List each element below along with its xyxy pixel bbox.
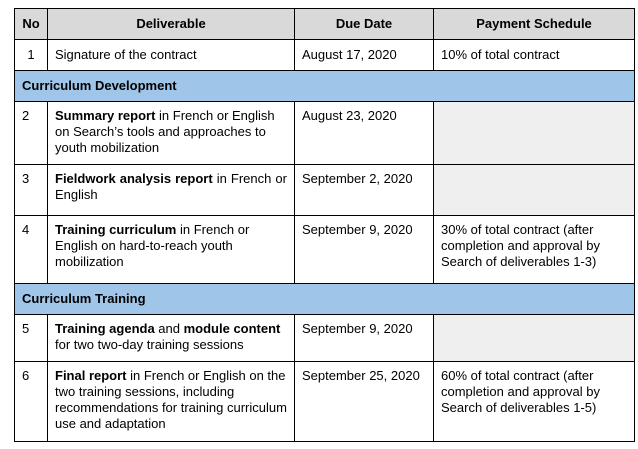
- deliverable-title: Fieldwork analysis report: [55, 171, 213, 186]
- row-payment: 60% of total contract (after completion …: [433, 361, 635, 442]
- table-row: 4 Training curriculum in French or Engli…: [14, 215, 635, 284]
- deliverable-title: Training curriculum: [55, 222, 177, 237]
- row-due-date: September 9, 2020: [294, 314, 434, 362]
- section-row: Curriculum Training: [14, 283, 635, 315]
- deliverable-desc: and: [154, 321, 184, 336]
- row-deliverable: Training agenda and module content for t…: [47, 314, 295, 362]
- row-payment: 10% of total contract: [433, 39, 635, 71]
- row-no: 5: [14, 314, 48, 362]
- table-row: 3 Fieldwork analysis report in French or…: [14, 164, 635, 216]
- row-no: 3: [14, 164, 48, 216]
- row-no: 1: [14, 39, 48, 71]
- row-due-date: September 9, 2020: [294, 215, 434, 284]
- deliverable-desc: in French or English on Search’s tools a…: [55, 108, 275, 155]
- row-due-date: August 17, 2020: [294, 39, 434, 71]
- table-row: 2 Summary report in French or English on…: [14, 101, 635, 165]
- table-row: 5 Training agenda and module content for…: [14, 314, 635, 362]
- row-due-date: August 23, 2020: [294, 101, 434, 165]
- row-deliverable: Fieldwork analysis report in French or E…: [47, 164, 295, 216]
- row-deliverable: Training curriculum in French or English…: [47, 215, 295, 284]
- row-due-date: September 2, 2020: [294, 164, 434, 216]
- row-payment: [433, 164, 635, 216]
- row-no: 4: [14, 215, 48, 284]
- deliverable-desc: in French or English on hard-to-reach yo…: [55, 222, 250, 269]
- deliverable-title-2: module content: [183, 321, 281, 336]
- deliverable-desc: for two two-day training sessions: [55, 337, 244, 352]
- deliverable-desc: in French or English: [55, 171, 287, 202]
- header-due-date: Due Date: [294, 8, 434, 40]
- row-payment: [433, 314, 635, 362]
- row-no: 6: [14, 361, 48, 442]
- row-deliverable: Signature of the contract: [47, 39, 295, 71]
- section-title: Curriculum Training: [14, 283, 635, 315]
- row-no: 2: [14, 101, 48, 165]
- header-payment: Payment Schedule: [433, 8, 635, 40]
- table-row: 6 Final report in French or English on t…: [14, 361, 635, 442]
- deliverable-title: Training agenda: [55, 321, 155, 336]
- deliverable-desc: in French or English on the two training…: [55, 368, 287, 431]
- deliverables-table: No Deliverable Due Date Payment Schedule…: [14, 8, 635, 442]
- deliverable-title: Final report: [55, 368, 127, 383]
- row-deliverable: Final report in French or English on the…: [47, 361, 295, 442]
- header-row: No Deliverable Due Date Payment Schedule: [14, 8, 635, 40]
- row-deliverable: Summary report in French or English on S…: [47, 101, 295, 165]
- header-deliverable: Deliverable: [47, 8, 295, 40]
- row-payment: 30% of total contract (after completion …: [433, 215, 635, 284]
- table-row: 1 Signature of the contract August 17, 2…: [14, 39, 635, 71]
- section-title: Curriculum Development: [14, 70, 635, 102]
- deliverable-title: Summary report: [55, 108, 156, 123]
- section-row: Curriculum Development: [14, 70, 635, 102]
- row-payment: [433, 101, 635, 165]
- row-due-date: September 25, 2020: [294, 361, 434, 442]
- header-no: No: [14, 8, 48, 40]
